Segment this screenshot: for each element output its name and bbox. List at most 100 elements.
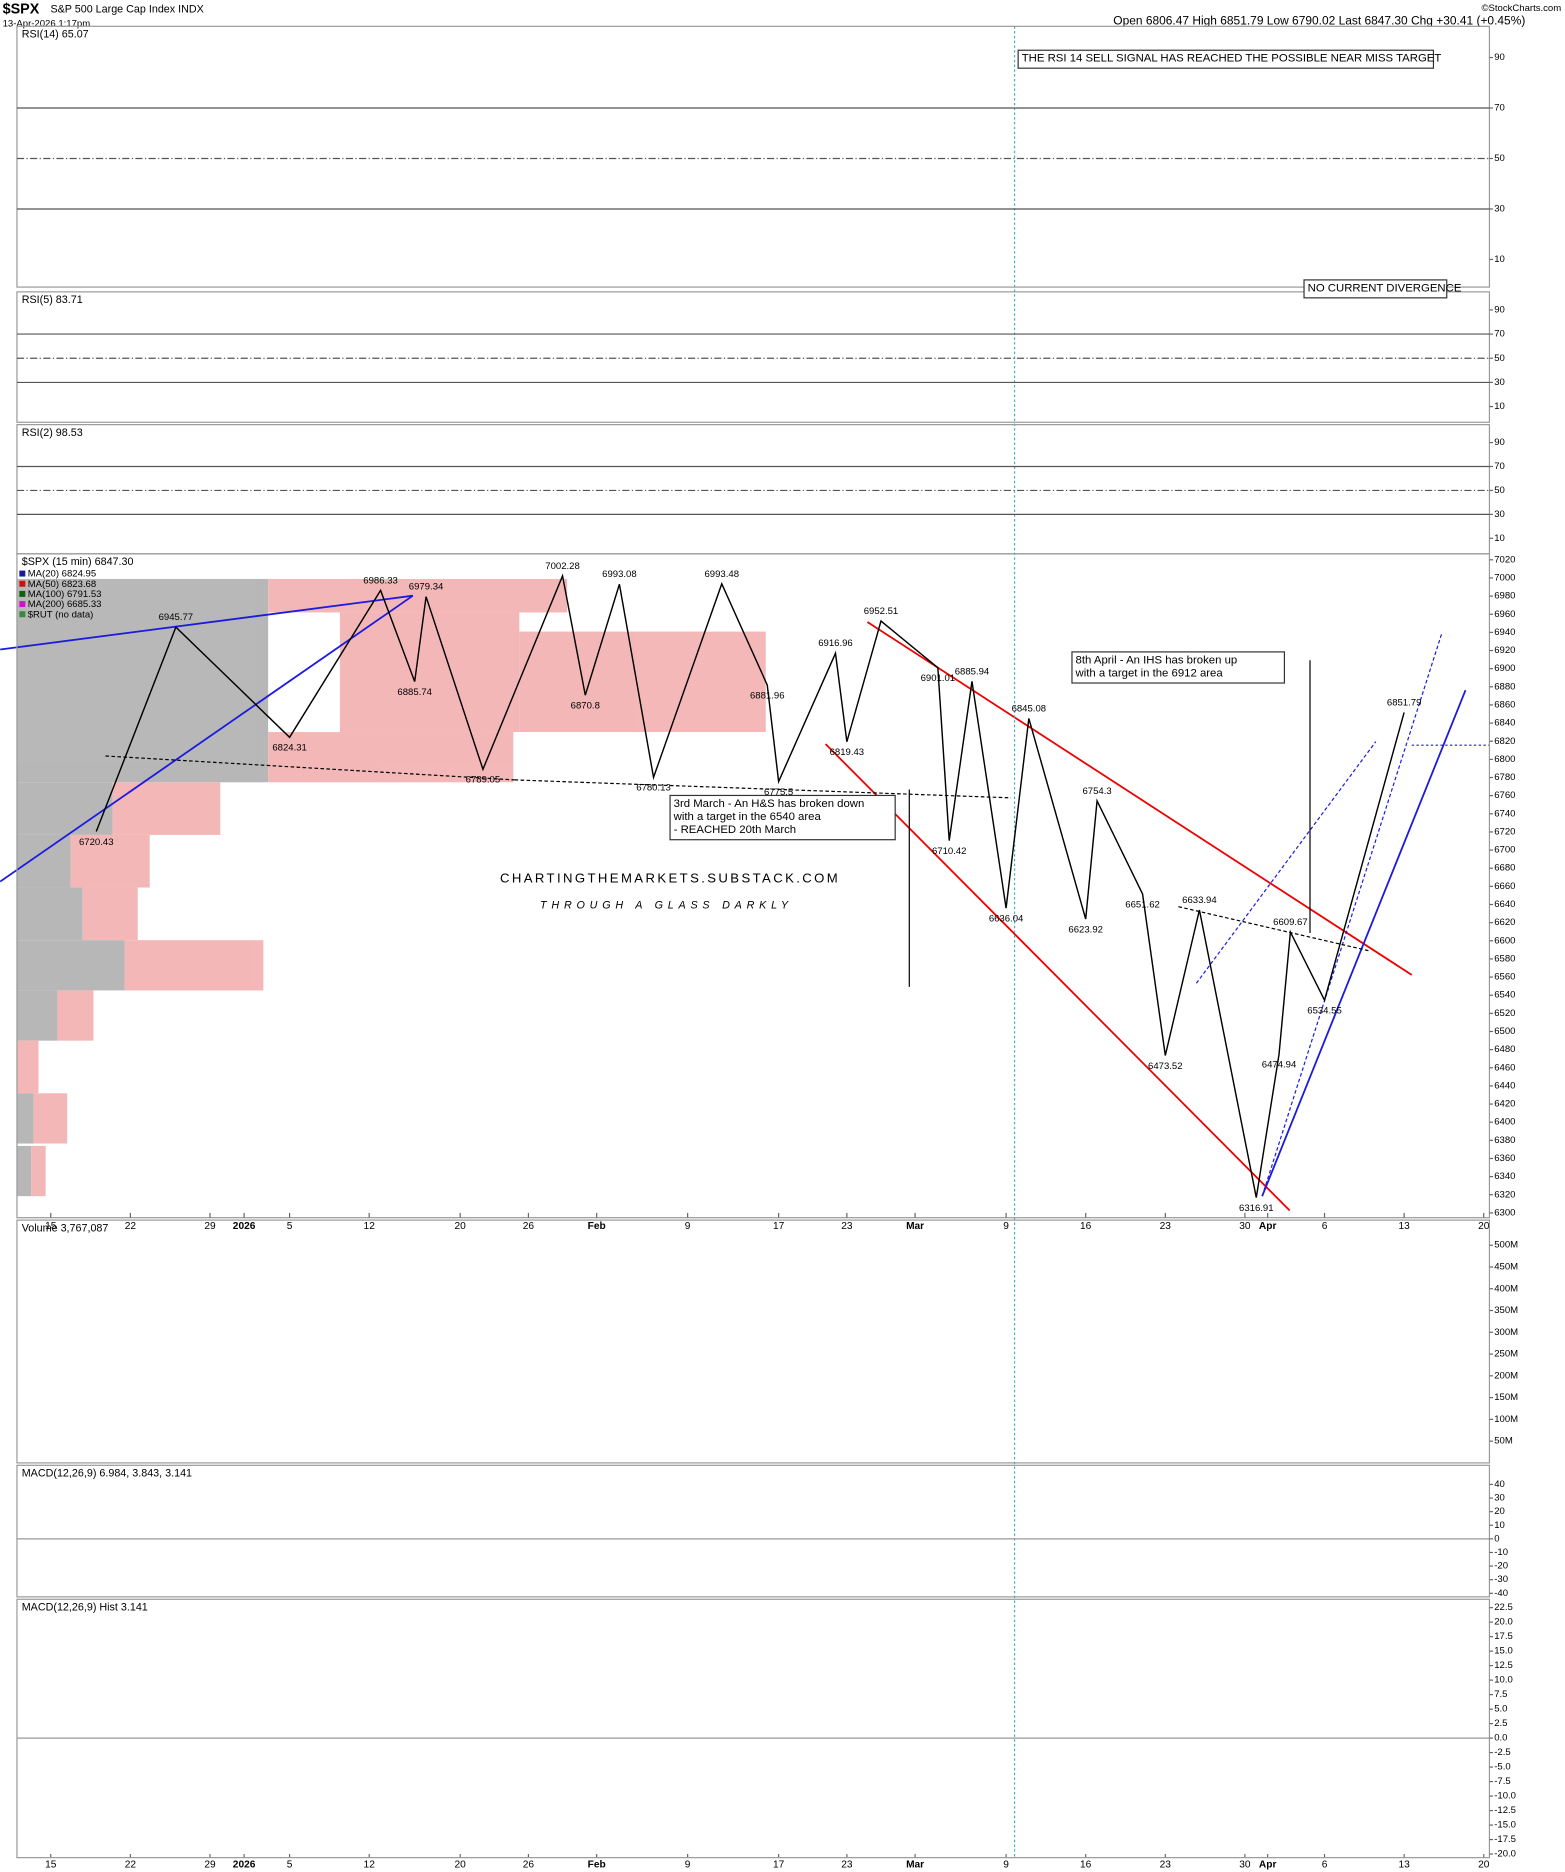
y-tick-label: 40 bbox=[1494, 1479, 1505, 1490]
value-label: 6824.31 bbox=[272, 743, 307, 754]
annotation-box bbox=[669, 794, 896, 841]
value-label: 6881.96 bbox=[750, 690, 785, 701]
y-tick-label: 6580 bbox=[1494, 953, 1515, 964]
y-tick-label: -30 bbox=[1494, 1574, 1508, 1585]
x-tick-label: 29 bbox=[204, 1860, 216, 1871]
panel-title: RSI(2) 98.53 bbox=[22, 427, 83, 439]
y-tick-label: 6460 bbox=[1494, 1062, 1515, 1073]
x-tick-label: 6 bbox=[1322, 1221, 1328, 1232]
y-tick-label: 6680 bbox=[1494, 863, 1515, 874]
y-tick-label: 450M bbox=[1494, 1262, 1518, 1273]
x-tick-label: 29 bbox=[204, 1221, 216, 1232]
legend-swatch bbox=[19, 580, 26, 587]
y-tick-label: 50 bbox=[1494, 353, 1505, 364]
y-tick-label: 70 bbox=[1494, 461, 1505, 472]
y-tick-label: 20.0 bbox=[1494, 1617, 1513, 1628]
y-tick-label: -5.0 bbox=[1494, 1762, 1510, 1773]
value-label: 6636.04 bbox=[989, 913, 1024, 924]
x-tick-label: 20 bbox=[1478, 1221, 1490, 1232]
x-tick-label: 16 bbox=[1080, 1860, 1092, 1871]
x-tick-label: 20 bbox=[1478, 1860, 1490, 1871]
y-tick-label: 6980 bbox=[1494, 591, 1515, 602]
panel-frame bbox=[16, 1464, 1491, 1598]
annotation-box bbox=[1017, 49, 1435, 69]
value-label: 6534.55 bbox=[1307, 1005, 1342, 1016]
price-line bbox=[95, 573, 1405, 1198]
y-tick-label: 6820 bbox=[1494, 736, 1515, 747]
y-tick-label: 6780 bbox=[1494, 772, 1515, 783]
volume-by-price bbox=[16, 578, 766, 1197]
y-tick-label: 400M bbox=[1494, 1283, 1518, 1294]
panel-title: Volume 3,767,087 bbox=[22, 1222, 109, 1234]
y-tick-label: 12.5 bbox=[1494, 1660, 1513, 1671]
x-tick-label: 15 bbox=[45, 1860, 57, 1871]
x-tick-label: 12 bbox=[364, 1221, 376, 1232]
x-tick-label: 9 bbox=[685, 1860, 691, 1871]
y-tick-label: 15.0 bbox=[1494, 1646, 1513, 1657]
value-label: 6885.74 bbox=[397, 687, 432, 698]
x-tick-label: 12 bbox=[364, 1860, 376, 1871]
y-tick-label: 6520 bbox=[1494, 1008, 1515, 1019]
y-tick-label: 6340 bbox=[1494, 1171, 1515, 1182]
x-tick-label: 17 bbox=[773, 1860, 785, 1871]
value-label: 6870.8 bbox=[571, 700, 600, 711]
legend-swatch bbox=[19, 601, 26, 608]
x-tick-label: 6 bbox=[1322, 1860, 1328, 1871]
y-tick-label: 150M bbox=[1494, 1392, 1518, 1403]
y-tick-label: 90 bbox=[1494, 437, 1505, 448]
x-tick-label: 9 bbox=[685, 1221, 691, 1232]
y-tick-label: 6420 bbox=[1494, 1099, 1515, 1110]
y-tick-label: 50 bbox=[1494, 153, 1505, 164]
value-label: 6979.34 bbox=[409, 582, 444, 593]
panel-title: RSI(14) 65.07 bbox=[22, 29, 89, 41]
symbol-name: S&P 500 Large Cap Index INDX bbox=[50, 3, 203, 15]
y-tick-label: -20 bbox=[1494, 1561, 1508, 1572]
y-tick-label: 6700 bbox=[1494, 845, 1515, 856]
x-tick-label: 23 bbox=[841, 1221, 853, 1232]
y-tick-label: 6560 bbox=[1494, 972, 1515, 983]
y-tick-label: -10.0 bbox=[1494, 1791, 1516, 1802]
y-tick-label: 250M bbox=[1494, 1349, 1518, 1360]
legend-label: MA(200) 6685.33 bbox=[28, 599, 102, 610]
annotation-box bbox=[1071, 651, 1286, 684]
legend-swatch bbox=[19, 611, 26, 618]
value-label: 6720.43 bbox=[79, 837, 114, 848]
x-tick-label: 9 bbox=[1003, 1860, 1009, 1871]
y-tick-label: 100M bbox=[1494, 1414, 1518, 1425]
y-tick-label: 300M bbox=[1494, 1327, 1518, 1338]
x-tick-label: 23 bbox=[1160, 1221, 1172, 1232]
y-tick-label: 6720 bbox=[1494, 826, 1515, 837]
legend-swatch bbox=[19, 570, 26, 577]
y-tick-label: -12.5 bbox=[1494, 1805, 1516, 1816]
x-tick-label: 13 bbox=[1398, 1221, 1410, 1232]
y-tick-label: 6620 bbox=[1494, 917, 1515, 928]
x-tick-label: 9 bbox=[1003, 1221, 1009, 1232]
annotation-text: 3rd March - An H&S has broken down bbox=[674, 798, 865, 810]
value-label: 6316.91 bbox=[1239, 1203, 1274, 1214]
y-tick-label: 6740 bbox=[1494, 808, 1515, 819]
y-tick-label: 6800 bbox=[1494, 754, 1515, 765]
value-label: 6945.77 bbox=[159, 612, 194, 623]
y-tick-label: 7.5 bbox=[1494, 1689, 1507, 1700]
annotation-text: with a target in the 6540 area bbox=[673, 811, 822, 823]
x-tick-label: 16 bbox=[1080, 1221, 1092, 1232]
y-tick-label: 17.5 bbox=[1494, 1631, 1513, 1642]
value-label: 6993.08 bbox=[602, 569, 637, 580]
y-tick-label: 0.0 bbox=[1494, 1733, 1507, 1744]
legend-label: MA(50) 6823.68 bbox=[28, 579, 96, 590]
x-tick-label: 26 bbox=[523, 1221, 535, 1232]
watermark: THROUGH A GLASS DARKLY bbox=[540, 899, 793, 911]
y-tick-label: -17.5 bbox=[1494, 1834, 1516, 1845]
date: 13-Apr-2026 1:17pm bbox=[3, 18, 91, 29]
value-label: 6623.92 bbox=[1068, 924, 1103, 935]
y-tick-label: 6960 bbox=[1494, 609, 1515, 620]
x-tick-label: 23 bbox=[841, 1860, 853, 1871]
y-tick-label: 6400 bbox=[1494, 1117, 1515, 1128]
symbol: $SPX bbox=[3, 1, 40, 17]
y-tick-label: 5.0 bbox=[1494, 1704, 1507, 1715]
y-tick-label: 6940 bbox=[1494, 627, 1515, 638]
panel-frame bbox=[16, 291, 1491, 423]
y-tick-label: 6900 bbox=[1494, 663, 1515, 674]
y-tick-label: 10 bbox=[1494, 533, 1505, 544]
